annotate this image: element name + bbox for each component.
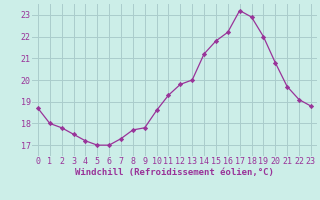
X-axis label: Windchill (Refroidissement éolien,°C): Windchill (Refroidissement éolien,°C): [75, 168, 274, 177]
